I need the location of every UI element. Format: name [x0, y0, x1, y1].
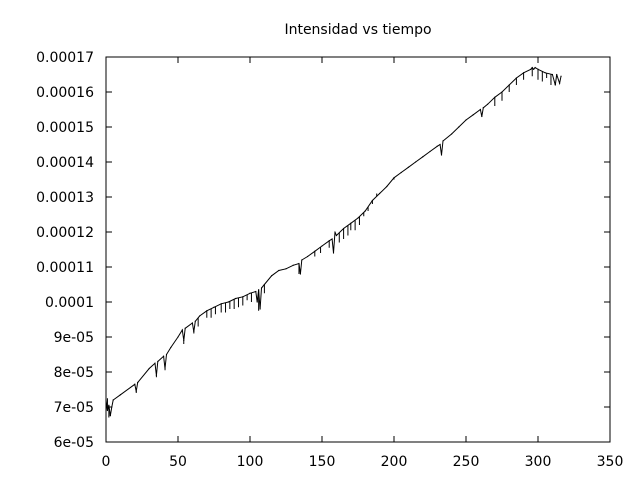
data-point [199, 315, 201, 317]
series-layer [105, 66, 562, 418]
data-point [442, 140, 444, 142]
data-point [534, 66, 536, 69]
x-tick-label: 200 [381, 454, 408, 470]
data-point [111, 406, 113, 408]
data-point [227, 301, 229, 303]
data-point [292, 264, 294, 266]
x-axis: 0 50 100 150 200 250 300 350 [102, 57, 624, 470]
y-tick-label: 0.00016 [36, 85, 94, 101]
data-point [422, 156, 424, 158]
data-point [479, 108, 481, 111]
data-point [487, 103, 489, 105]
data-point [285, 268, 287, 270]
data-point [191, 322, 193, 324]
data-point [194, 320, 196, 322]
y-tick-label: 0.00017 [36, 50, 94, 66]
data-point [137, 381, 139, 384]
data-point [400, 171, 402, 174]
data-point [386, 185, 388, 188]
series-line [105, 66, 562, 416]
data-point [530, 68, 532, 70]
data-point [544, 72, 546, 74]
data-point [235, 297, 237, 300]
data-point [429, 150, 431, 153]
data-point [364, 210, 366, 212]
data-point [472, 114, 474, 116]
data-point [458, 126, 460, 128]
data-point [335, 234, 337, 237]
x-tick-label: 150 [309, 454, 336, 470]
data-point [112, 399, 114, 401]
data-point [256, 301, 258, 303]
data-point [451, 133, 453, 135]
data-point [157, 360, 159, 363]
data-point [415, 161, 417, 163]
data-point [331, 238, 333, 240]
data-point [560, 75, 562, 77]
data-point [184, 327, 186, 329]
data-point [213, 306, 215, 308]
data-point [440, 154, 443, 156]
y-tick-label: 0.0001 [45, 295, 94, 311]
data-point [334, 231, 336, 233]
data-point [307, 255, 309, 258]
data-point [177, 336, 179, 338]
data-point [181, 329, 183, 331]
data-point [465, 119, 467, 121]
data-point [332, 252, 335, 254]
data-point [259, 308, 261, 310]
y-axis: 6e-05 7e-05 8e-05 9e-05 0.0001 0.00011 0.00012… [36, 50, 610, 451]
y-tick-label: 0.00012 [36, 225, 94, 241]
y-tick-label: 0.00011 [36, 260, 94, 276]
data-point [134, 383, 136, 385]
data-point [148, 367, 150, 370]
data-point [482, 107, 484, 109]
y-tick-label: 0.00015 [36, 120, 94, 136]
data-point [163, 355, 165, 357]
data-point [165, 353, 168, 356]
data-point [260, 287, 263, 289]
x-tick-label: 0 [102, 454, 111, 470]
x-tick-label: 250 [453, 454, 480, 470]
data-point [407, 166, 409, 168]
data-point [379, 192, 381, 195]
data-point [481, 115, 483, 118]
y-tick-label: 7e-05 [54, 400, 94, 416]
x-tick-label: 300 [525, 454, 552, 470]
data-point [119, 394, 121, 396]
data-point [278, 269, 280, 272]
data-point [321, 245, 323, 247]
data-point [249, 292, 251, 294]
data-point [556, 73, 558, 76]
data-point [551, 73, 554, 76]
data-point [255, 290, 257, 293]
plot-frame [105, 56, 611, 443]
x-tick-label: 50 [169, 454, 187, 470]
y-tick-label: 0.00014 [36, 155, 94, 171]
data-point [301, 259, 303, 261]
x-tick-label: 350 [597, 454, 624, 470]
data-point [436, 145, 438, 147]
data-point [357, 217, 359, 219]
y-tick-label: 8e-05 [54, 365, 94, 381]
data-point [154, 362, 156, 364]
data-point [439, 143, 441, 146]
chart-title: Intensidad vs tiempo [284, 22, 431, 38]
data-point [299, 273, 301, 275]
y-tick-label: 9e-05 [54, 330, 94, 346]
data-point [559, 82, 561, 84]
y-tick-label: 6e-05 [54, 435, 94, 451]
data-point [533, 68, 535, 70]
y-tick-label: 0.00013 [36, 190, 94, 206]
x-tick-label: 100 [237, 454, 264, 470]
data-point [170, 346, 172, 349]
data-point [271, 275, 273, 277]
